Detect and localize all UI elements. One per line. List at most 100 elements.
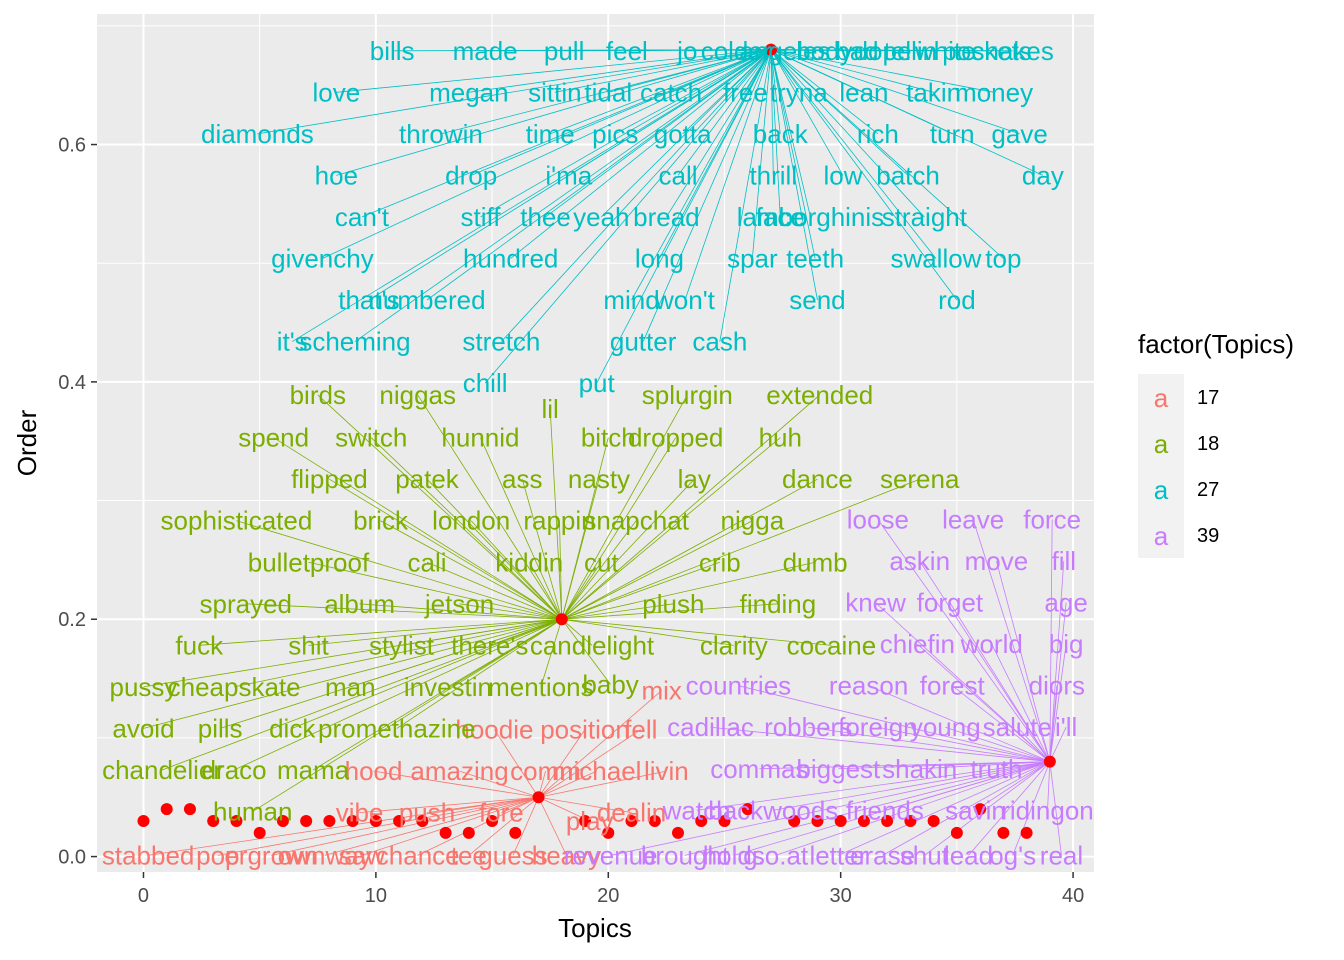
label-connector-line bbox=[770, 49, 816, 259]
data-point bbox=[137, 814, 150, 827]
word-label-topic-27: can't bbox=[335, 202, 390, 232]
label-connector-line bbox=[329, 478, 563, 620]
word-label-topic-39: brought bbox=[641, 840, 730, 870]
word-label-topic-39: leave bbox=[942, 505, 1004, 535]
word-label-topic-39: salute bbox=[983, 712, 1052, 742]
label-connector-line bbox=[561, 618, 611, 685]
word-label-topic-18: human bbox=[213, 796, 293, 826]
word-label-topic-39: biggest bbox=[796, 754, 881, 784]
word-label-topic-39: chiefin bbox=[880, 629, 955, 659]
label-connector-line bbox=[1049, 727, 1067, 762]
label-connector-line bbox=[143, 618, 562, 688]
label-connector-line bbox=[538, 729, 586, 798]
label-connector-line bbox=[561, 562, 602, 620]
data-point bbox=[276, 814, 289, 827]
word-label-topic-27: stretch bbox=[462, 327, 540, 357]
word-label-topic-27: colder bbox=[701, 36, 772, 66]
label-connector-line bbox=[359, 603, 562, 620]
label-connector-line bbox=[1017, 726, 1051, 762]
word-label-topic-18: bulletproof bbox=[248, 547, 370, 577]
legend-label: 18 bbox=[1197, 433, 1219, 455]
word-label-topic-27: scheming bbox=[299, 327, 410, 357]
word-label-topic-18: pills bbox=[198, 713, 243, 743]
word-label-topic-27: that's bbox=[338, 285, 399, 315]
label-connector-line bbox=[868, 685, 1050, 763]
word-label-topic-17: guess bbox=[478, 840, 547, 870]
word-label-topic-27: body bbox=[796, 36, 852, 66]
label-connector-line bbox=[538, 770, 597, 798]
word-label-topic-18: mentions bbox=[488, 672, 594, 702]
word-label-topic-39: foreign bbox=[838, 712, 918, 742]
word-label-topic-17: saw bbox=[339, 840, 385, 870]
label-connector-line bbox=[561, 394, 688, 620]
word-label-topic-18: shit bbox=[288, 630, 329, 660]
word-label-topic-27: swallow bbox=[890, 243, 981, 273]
label-connector-line bbox=[561, 437, 781, 620]
data-point bbox=[183, 803, 196, 816]
word-label-topic-18: snapchat bbox=[583, 506, 689, 536]
label-connector-line bbox=[554, 49, 772, 93]
word-label-topic-17: tee bbox=[451, 840, 487, 870]
word-label-topic-27: givenchy bbox=[271, 243, 374, 273]
word-label-topic-17: push bbox=[399, 798, 455, 828]
label-connector-line bbox=[540, 619, 563, 687]
data-point bbox=[230, 814, 243, 827]
label-connector-line bbox=[770, 49, 1004, 259]
word-label-topic-27: diamonds bbox=[201, 119, 314, 149]
word-label-topic-39: forest bbox=[920, 671, 986, 701]
word-label-topic-27: send bbox=[789, 285, 845, 315]
label-connector-line bbox=[770, 49, 879, 135]
data-point bbox=[346, 814, 359, 827]
data-point bbox=[300, 814, 313, 827]
label-connector-line bbox=[561, 478, 818, 620]
word-label-topic-39: revenue bbox=[564, 840, 658, 870]
word-label-topic-27: lamborghinis bbox=[737, 202, 884, 232]
word-label-topic-18: there's bbox=[451, 630, 528, 660]
word-label-topic-17: stabbed bbox=[102, 840, 195, 870]
label-connector-line bbox=[561, 561, 720, 620]
label-connector-line bbox=[710, 726, 1050, 763]
legend-key-background bbox=[1138, 374, 1184, 558]
data-point bbox=[741, 803, 754, 816]
word-label-topic-39: world bbox=[960, 629, 1023, 659]
word-label-topic-27: throwin bbox=[399, 119, 483, 149]
label-connector-line bbox=[470, 520, 563, 620]
word-label-topic-39: truth bbox=[970, 754, 1022, 784]
word-label-topic-27: mind bbox=[603, 285, 659, 315]
label-connector-line bbox=[770, 49, 774, 176]
word-label-topic-27: dope bbox=[854, 36, 912, 66]
label-connector-line bbox=[561, 479, 600, 620]
data-point bbox=[904, 814, 917, 827]
label-connector-line bbox=[951, 685, 1051, 762]
y-tick-label: 0.4 bbox=[58, 372, 86, 394]
label-connector-line bbox=[1049, 519, 1053, 762]
data-point bbox=[602, 826, 615, 839]
word-label-topic-17: amazing bbox=[410, 756, 508, 786]
label-connector-line bbox=[354, 49, 772, 342]
word-label-topic-18: dropped bbox=[628, 423, 723, 453]
label-connector-line bbox=[480, 49, 772, 218]
label-connector-line bbox=[143, 618, 562, 729]
word-label-topic-27: back bbox=[753, 119, 809, 149]
word-label-topic-39: commas bbox=[710, 754, 808, 784]
word-label-topic-27: bills bbox=[370, 36, 415, 66]
label-connector-line bbox=[610, 761, 1050, 856]
label-connector-line bbox=[759, 761, 1050, 770]
label-connector-line bbox=[770, 49, 800, 93]
label-connector-line bbox=[370, 437, 563, 620]
word-label-topic-18: splurgin bbox=[642, 380, 733, 410]
word-label-topic-18: candlelight bbox=[530, 630, 655, 660]
label-connector-line bbox=[770, 49, 781, 134]
label-connector-line bbox=[324, 796, 539, 856]
label-connector-line bbox=[770, 49, 1020, 135]
word-label-topic-27: megan bbox=[429, 77, 509, 107]
word-label-topic-18: extended bbox=[766, 380, 873, 410]
label-connector-line bbox=[666, 49, 772, 218]
word-label-topic-39: countries bbox=[686, 671, 792, 701]
word-label-topic-27: sittin bbox=[528, 77, 581, 107]
label-connector-line bbox=[770, 49, 937, 259]
word-label-topic-27: time bbox=[526, 119, 575, 149]
data-point bbox=[834, 814, 847, 827]
label-connector-line bbox=[459, 770, 539, 798]
